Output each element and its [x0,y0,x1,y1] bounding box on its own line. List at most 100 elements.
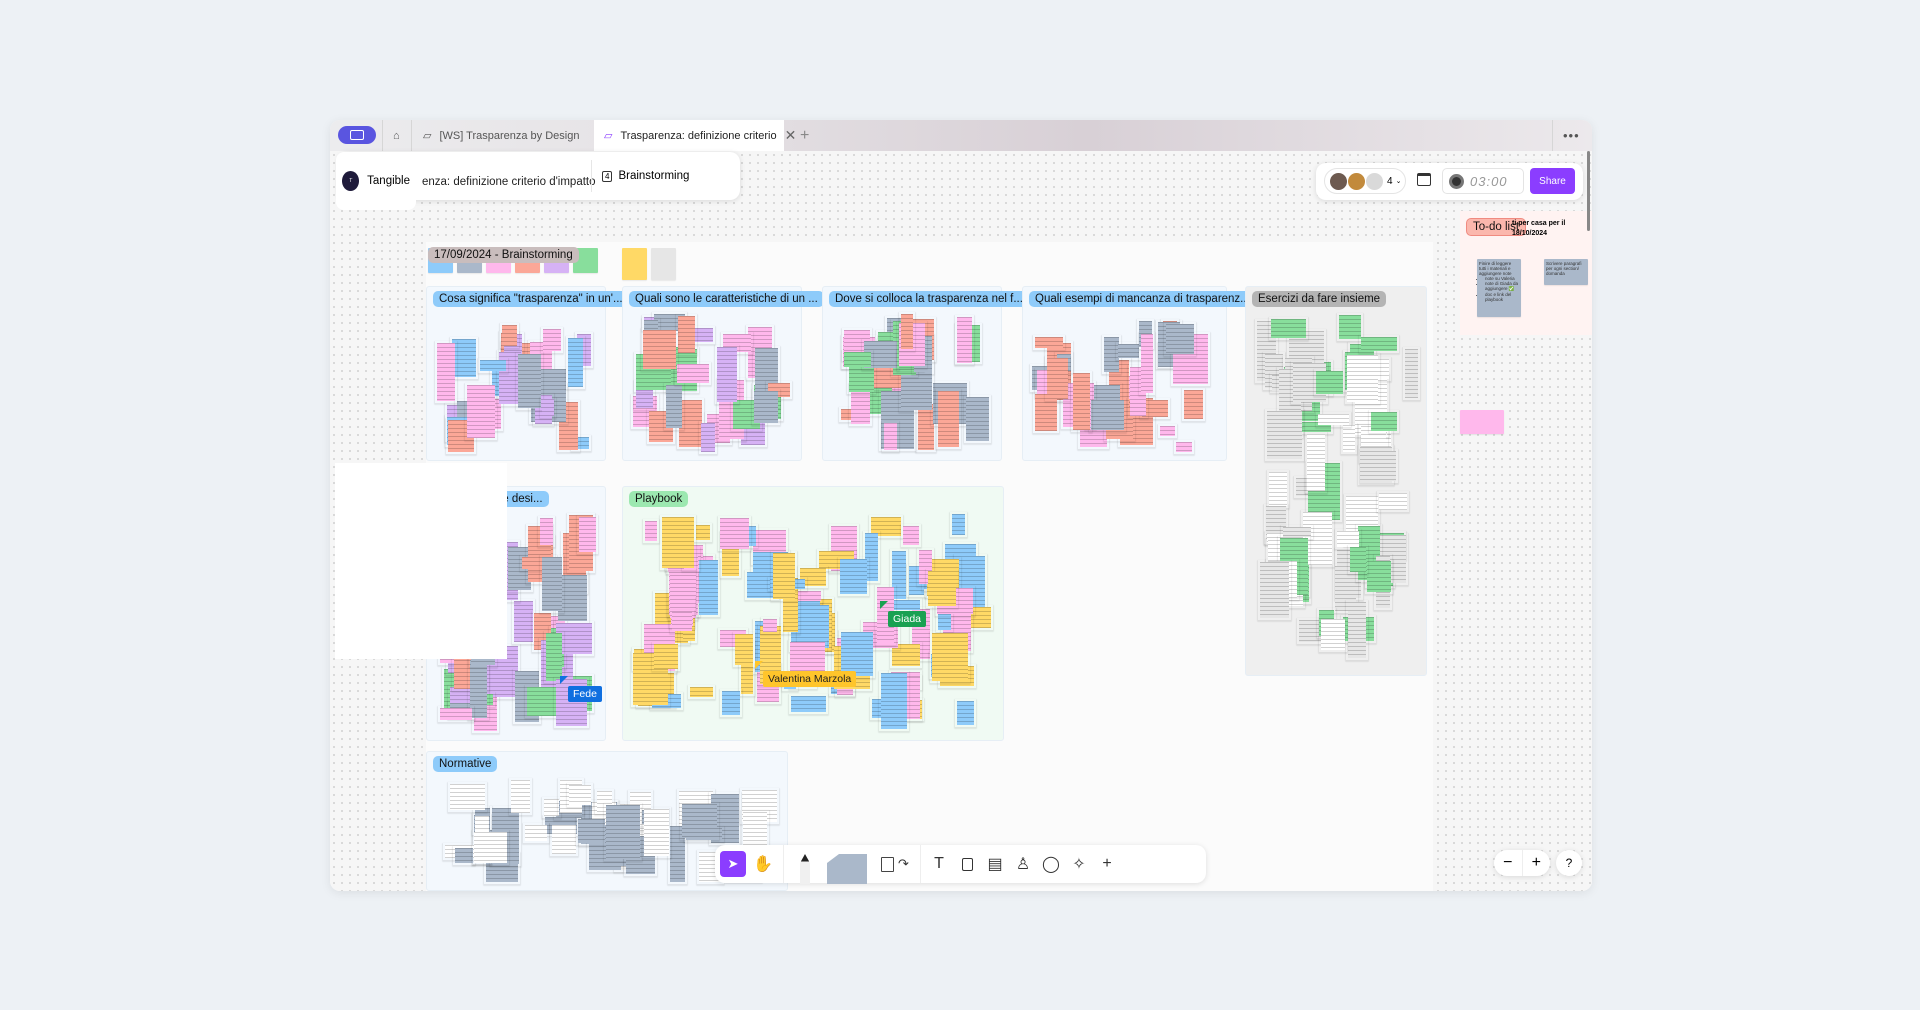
sticky-note[interactable] [900,523,922,548]
frame-title[interactable]: Quali sono le caratteristiche di un ... [629,291,824,307]
sticky-note[interactable] [757,623,784,687]
sticky-note[interactable] [719,688,743,718]
sticky-note[interactable] [848,382,873,427]
share-button[interactable]: Share [1530,168,1575,194]
sticky-note[interactable] [540,326,564,354]
sticky-note[interactable] [1332,563,1358,614]
sticky-note[interactable] [555,572,589,624]
sticky-note[interactable] [539,554,565,614]
sticky-note[interactable] [663,382,685,431]
workspace-switcher-button[interactable] [338,126,376,144]
sticky-note[interactable] [935,388,962,450]
sticky-note[interactable] [508,777,533,817]
sticky-note[interactable] [471,829,510,865]
frame[interactable]: Playbook [622,486,1004,741]
sticky-note[interactable] [1138,331,1156,396]
frame-title[interactable]: Dove si colloca la trasparenza nel f... [829,291,1029,307]
sticky-note[interactable] [1101,334,1122,375]
sticky-note[interactable] [1347,544,1368,575]
sticky-note[interactable] [1296,617,1323,645]
sticky-note[interactable] [788,693,829,714]
workspace-badge[interactable]: T Tangible [336,152,416,210]
sticky-note[interactable] [693,522,713,543]
sticky-note[interactable] [714,344,739,405]
sticky-note[interactable] [447,684,478,711]
sticky-note[interactable] [549,822,579,857]
sticky-note[interactable] [1368,409,1400,434]
frame-title[interactable]: Normative [433,756,498,772]
sticky-note[interactable] [642,518,660,544]
sticky-note[interactable] [566,782,594,808]
sticky-note[interactable] [541,796,563,819]
frame[interactable]: Quali esempi di mancanza di trasparenz..… [1022,286,1256,461]
stamp-tool[interactable]: ♙ [1015,856,1031,873]
sticky-note[interactable] [862,530,882,584]
sticky-note[interactable] [889,548,909,601]
zoom-in-button[interactable]: + [1531,854,1541,871]
sticky-notes-tool[interactable] [825,845,869,884]
sticky-note[interactable] [679,801,720,841]
sticky-note[interactable] [1070,370,1094,433]
zoom-out-button[interactable]: − [1494,850,1523,876]
sticky-note[interactable] [886,597,923,614]
text-tool[interactable]: T [934,855,944,872]
sticky-note[interactable] [576,514,600,555]
sticky-note[interactable] [1372,356,1392,383]
sticky-note[interactable] [659,514,698,570]
sticky-note[interactable] [740,809,770,854]
sticky-note[interactable] [760,616,780,635]
sticky-note[interactable] [665,346,700,394]
sticky-note[interactable] [553,676,590,729]
sticky-note[interactable] [878,670,909,733]
sticky-note[interactable] [770,550,798,602]
sticky-note[interactable] [1266,469,1290,509]
sticky-note[interactable] [1044,355,1070,403]
sticky-note[interactable] [641,806,672,860]
sticky-note[interactable] [499,322,520,349]
sticky-note[interactable] [841,349,874,370]
layout-icon[interactable] [1417,173,1431,186]
sticky-note[interactable] [790,588,824,604]
sticky-note[interactable] [1290,360,1329,404]
sticky-note[interactable] [565,335,586,391]
sticky-note[interactable] [651,641,681,672]
sticky-note[interactable] [447,781,488,813]
select-tool[interactable]: ➤ [720,851,746,877]
sticky-note[interactable] [915,401,936,453]
sticky-note[interactable] [1340,422,1359,455]
sticky-note[interactable] [511,598,536,645]
sticky-note[interactable] [537,515,555,548]
sticky-note[interactable] [1304,431,1327,494]
board-title[interactable]: enza: definizione criterio d'impatto [422,176,596,188]
sticky-note[interactable] [1460,410,1504,434]
sticky-note[interactable] [797,565,829,588]
more-menu-button[interactable]: ••• [1552,120,1590,151]
sticky-note[interactable] [675,313,698,355]
sticky-note[interactable] [1336,312,1364,342]
pen-tool[interactable] [795,845,815,884]
comment-tool[interactable]: ◯ [1042,856,1060,873]
sticky-note[interactable] [954,698,977,728]
sticky-note[interactable] [1364,558,1394,595]
frames-button[interactable]: 4 Brainstorming [591,160,689,192]
sticky-note[interactable] [467,657,490,721]
whiteboard-canvas[interactable]: 17/09/2024 - Brainstorming Cosa signific… [330,151,1592,891]
sticky-note[interactable] [1173,439,1195,455]
sticky-note[interactable] [1163,321,1196,357]
sticky-note[interactable] [1139,397,1171,420]
sticky-note[interactable] [1032,391,1061,434]
sticky-note[interactable] [929,630,971,683]
sticky-note[interactable] [1359,448,1399,484]
frame[interactable]: Cosa significa "trasparenza" in un'... [426,286,629,461]
sticky-note[interactable] [838,406,864,423]
table-tool[interactable]: ▤ [987,856,1003,873]
sticky-note[interactable] [963,394,991,444]
sticky-note[interactable] [603,802,643,861]
home-tab[interactable]: ⌂ [382,120,412,151]
sticky-note[interactable] [539,396,558,420]
color-swatch-note[interactable] [651,248,676,280]
sticky-note[interactable] [868,514,904,539]
sticky-note[interactable] [1280,524,1314,540]
sticky-note[interactable] [874,584,897,647]
frame-title[interactable]: Playbook [629,491,689,507]
